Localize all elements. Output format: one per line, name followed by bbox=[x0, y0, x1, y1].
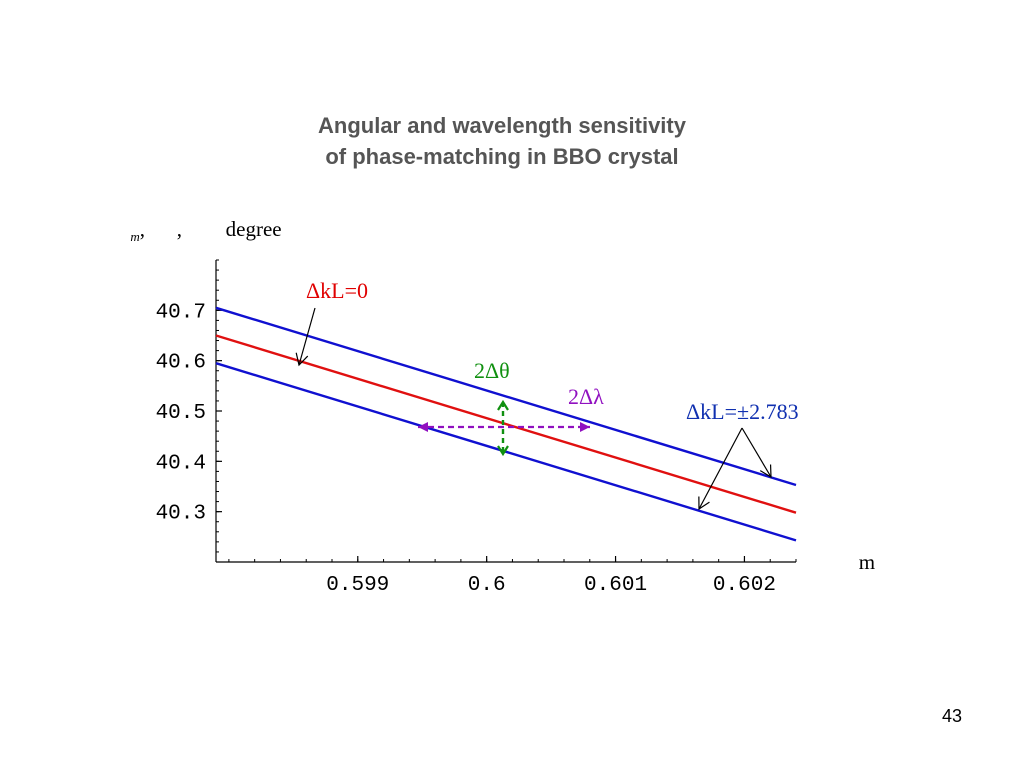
y-label-symbol-1:  bbox=[114, 217, 130, 241]
y-ticks: 40.7 40.6 40.5 40.4 40.3 bbox=[156, 301, 222, 526]
y-label-symbol-2:  bbox=[150, 217, 166, 241]
y-label-unit: degree bbox=[226, 217, 282, 241]
x-label-symbol-2:  bbox=[842, 550, 858, 574]
annotation-dkl-pm: ΔkL=±2.783 bbox=[686, 399, 799, 424]
annotation-dtheta: 2Δθ bbox=[474, 358, 510, 383]
y-tick-label: 40.3 bbox=[156, 503, 206, 526]
y-label-symbol-3:  bbox=[187, 217, 203, 241]
y-tick-label: 40.6 bbox=[156, 352, 206, 375]
annotation-dkl-pm-arrow-lower bbox=[698, 427, 743, 511]
series-line-1 bbox=[215, 306, 797, 487]
y-label-sub-3:  bbox=[204, 229, 214, 244]
x-ticks: 0.599 0.6 0.601 0.602 bbox=[326, 556, 776, 597]
page-number: 43 bbox=[941, 706, 962, 726]
x-axis-label:  m bbox=[818, 550, 875, 574]
y-label-sub-2:  bbox=[167, 229, 177, 244]
series-lines bbox=[215, 306, 797, 542]
x-tick-label: 0.6 bbox=[468, 574, 506, 597]
x-label-unit: m bbox=[859, 550, 875, 574]
y-tick-label: 40.7 bbox=[156, 301, 206, 324]
series-line-3 bbox=[215, 362, 797, 542]
annotation-dlambda: 2Δλ bbox=[568, 384, 604, 409]
annotation-dkl0-arrow bbox=[295, 307, 316, 367]
y-tick-label: 40.4 bbox=[156, 452, 206, 475]
y-tick-label: 40.5 bbox=[156, 402, 206, 425]
x-label-symbol-1:  bbox=[818, 550, 834, 574]
annotation-dkl-pm-arrow-upper bbox=[741, 427, 772, 479]
x-tick-label: 0.602 bbox=[713, 574, 776, 597]
x-tick-label: 0.601 bbox=[584, 574, 647, 597]
y-axis-label: m, , degree bbox=[114, 217, 282, 244]
slide-title-line1: Angular and wavelength sensitivity bbox=[318, 113, 686, 138]
x-tick-label: 0.599 bbox=[326, 574, 389, 597]
y-label-sub-1: m bbox=[130, 229, 139, 244]
slide-title-line2: of phase-matching in BBO crystal bbox=[325, 144, 679, 169]
annotation-dkl0: ΔkL=0 bbox=[306, 278, 368, 303]
x-minor-ticks bbox=[228, 559, 797, 562]
